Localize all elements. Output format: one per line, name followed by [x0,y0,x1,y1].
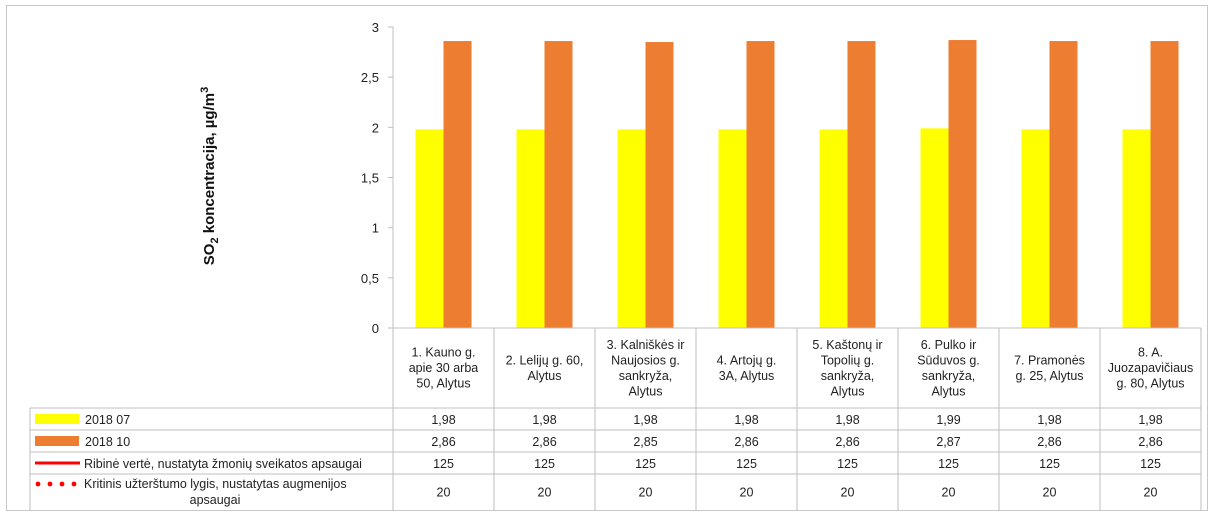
bar-2018-07-1 [415,129,444,328]
y-tick-label: 1 [372,221,379,236]
legend-label: Ribinė vertė, nustatyta žmonių sveikatos… [84,457,362,471]
category-label: 3A, Alytus [719,369,775,383]
table-cell-value: 20 [1043,486,1057,500]
table-cell-value: 20 [740,486,754,500]
table-cell-value: 125 [534,457,555,471]
legend-label: 2018 07 [85,413,130,427]
bar-2018-10-7 [1049,41,1078,329]
y-tick-label: 3 [372,20,379,35]
y-tick-label: 0,5 [361,271,379,286]
y-tick-label: 0 [372,321,379,336]
category-label: 5. Kaštonų ir [812,338,882,352]
ylabel-subscript: 2 [209,237,221,243]
legend-label: Kritinis užterštumo lygis, nustatytas au… [84,477,347,491]
table-cell-value: 1,98 [532,413,556,427]
bar-2018-07-7 [1021,129,1050,328]
table-cell-value: 1,98 [633,413,657,427]
ylabel-superscript: 3 [199,87,211,93]
table-cell-value: 125 [1140,457,1161,471]
category-label: Alytus [830,384,864,398]
table-cell-value: 1,99 [936,413,960,427]
category-label: 8. A. [1138,346,1163,360]
table-cell-value: 2,86 [835,435,859,449]
table-cell-value: 20 [942,486,956,500]
category-label: Topolių g. [821,353,875,367]
table-cell-value: 1,98 [835,413,859,427]
category-label: g. 25, Alytus [1015,369,1083,383]
table-cell-value: 2,85 [633,435,657,449]
legend-dot [59,481,65,487]
bar-2018-07-5 [819,129,848,328]
bar-2018-07-8 [1122,129,1151,328]
table-cell-value: 2,87 [936,435,960,449]
legend-dot [35,481,41,487]
category-label: Sūduvos g. [917,353,980,367]
bar-2018-10-2 [544,41,573,329]
category-label: g. 80, Alytus [1116,377,1184,391]
y-tick-label: 2,5 [361,70,379,85]
bar-2018-10-8 [1150,41,1179,329]
bar-2018-10-3 [645,42,674,329]
bar-2018-07-4 [718,129,747,328]
category-label: Alytus [527,369,561,383]
y-tick-label: 2 [372,120,379,135]
table-cell-value: 2,86 [532,435,556,449]
category-label: sankryža, [821,369,875,383]
bar-2018-10-5 [847,41,876,329]
table-cell-value: 20 [639,486,653,500]
table-cell-value: 20 [437,486,451,500]
category-label: sankryža, [619,369,673,383]
legend-swatch [35,436,79,446]
table-cell-value: 2,86 [734,435,758,449]
table-cell-value: 20 [841,486,855,500]
table-cell-value: 2,86 [1138,435,1162,449]
table-cell-value: 125 [1039,457,1060,471]
table-cell-value: 125 [635,457,656,471]
category-label: apie 30 arba [409,361,479,375]
bar-2018-10-1 [443,41,472,329]
table-cell-value: 1,98 [734,413,758,427]
y-axis-label: SO2 koncentracija, µg/m3 [199,87,221,265]
bar-2018-07-2 [516,129,545,328]
bar-2018-10-6 [948,40,977,328]
category-label: 50, Alytus [416,377,470,391]
legend-dot [71,481,77,487]
bar-2018-10-4 [746,41,775,329]
table-cell-value: 125 [938,457,959,471]
ylabel-rest: koncentracija, µg/m [201,93,218,238]
table-cell-value: 1,98 [1138,413,1162,427]
legend-label: apsaugai [190,493,241,507]
svg-text:SO2 koncentracija, µg/m3: SO2 koncentracija, µg/m3 [199,87,221,265]
y-tick-label: 1,5 [361,171,379,186]
category-label: Naujosios g. [611,353,680,367]
table-cell-value: 125 [433,457,454,471]
table-cell-value: 20 [538,486,552,500]
table-cell-value: 125 [837,457,858,471]
category-label: 1. Kauno g. [412,346,476,360]
category-label: 2. Lelijų g. 60, [506,353,584,367]
bar-2018-07-3 [617,129,646,328]
ylabel-main: SO [201,243,218,265]
table-cell-value: 2,86 [431,435,455,449]
bar-2018-07-6 [920,128,949,328]
category-label: 4. Artojų g. [717,353,777,367]
table-cell-value: 1,98 [431,413,455,427]
category-label: Alytus [931,384,965,398]
category-label: 3. Kalniškės ir [607,338,685,352]
category-label: 6. Pulko ir [921,338,977,352]
category-label: 7. Pramonės [1014,353,1085,367]
category-label: sankryža, [922,369,976,383]
chart-frame [6,5,1208,511]
table-cell-value: 2,86 [1037,435,1061,449]
legend-dot [47,481,53,487]
table-cell-value: 1,98 [1037,413,1061,427]
legend-swatch [35,414,79,424]
table-cell-value: 20 [1144,486,1158,500]
category-label: Alytus [628,384,662,398]
legend-label: 2018 10 [85,435,130,449]
table-cell-value: 125 [736,457,757,471]
category-label: Juozapavičiaus [1108,361,1193,375]
